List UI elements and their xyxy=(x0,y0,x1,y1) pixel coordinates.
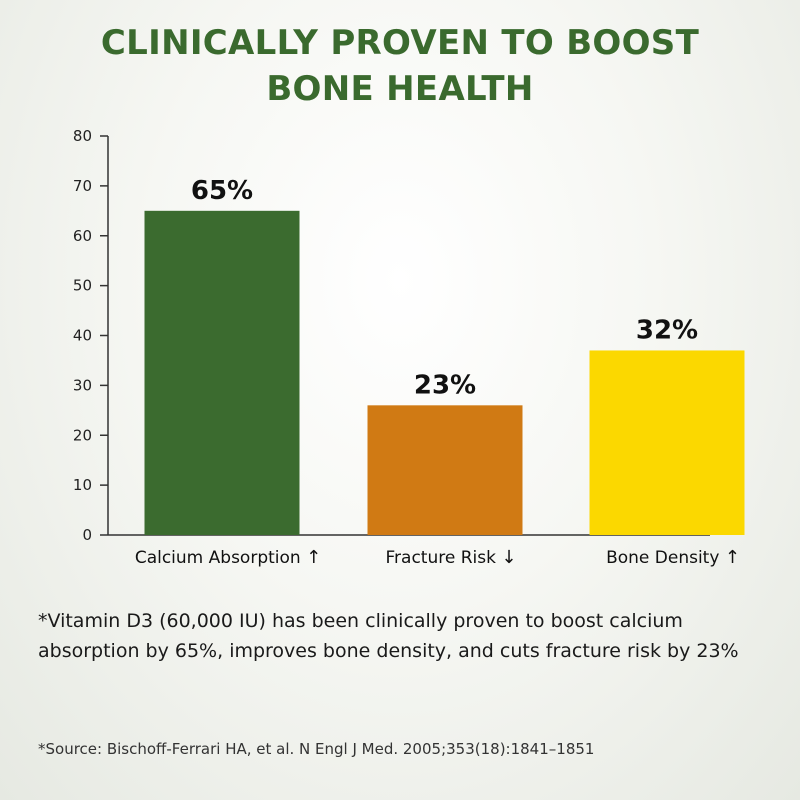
title-line-1: CLINICALLY PROVEN TO BOOST xyxy=(100,23,700,63)
y-tick-label: 50 xyxy=(73,277,92,295)
category-arrow: ↑ xyxy=(306,547,321,568)
category-arrow: ↓ xyxy=(501,547,516,568)
y-tick-label: 60 xyxy=(73,227,92,245)
y-tick-label: 10 xyxy=(73,476,92,494)
data-label: 65% xyxy=(191,176,253,206)
y-tick-label: 80 xyxy=(73,127,92,145)
y-tick-label: 70 xyxy=(73,177,92,195)
y-tick-label: 0 xyxy=(82,526,92,544)
y-tick-label: 20 xyxy=(73,426,92,444)
data-label: 23% xyxy=(414,370,476,400)
y-tick-label: 30 xyxy=(73,376,92,394)
bar-3 xyxy=(589,350,745,535)
footnote: *Vitamin D3 (60,000 IU) has been clinica… xyxy=(38,610,739,662)
category-label: Calcium Absorption ↑ xyxy=(135,547,321,568)
category-arrow: ↑ xyxy=(725,547,740,568)
category-label: Fracture Risk ↓ xyxy=(386,547,517,568)
data-label: 32% xyxy=(636,315,698,345)
category-label: Bone Density ↑ xyxy=(606,547,740,568)
bar-2 xyxy=(367,405,523,535)
source-citation: *Source: Bischoff-Ferrari HA, et al. N E… xyxy=(38,740,595,758)
bar-1 xyxy=(144,210,300,535)
y-tick-label: 40 xyxy=(73,327,92,345)
chart-title: CLINICALLY PROVEN TO BOOST BONE HEALTH xyxy=(0,20,800,112)
title-line-2: BONE HEALTH xyxy=(266,69,534,109)
